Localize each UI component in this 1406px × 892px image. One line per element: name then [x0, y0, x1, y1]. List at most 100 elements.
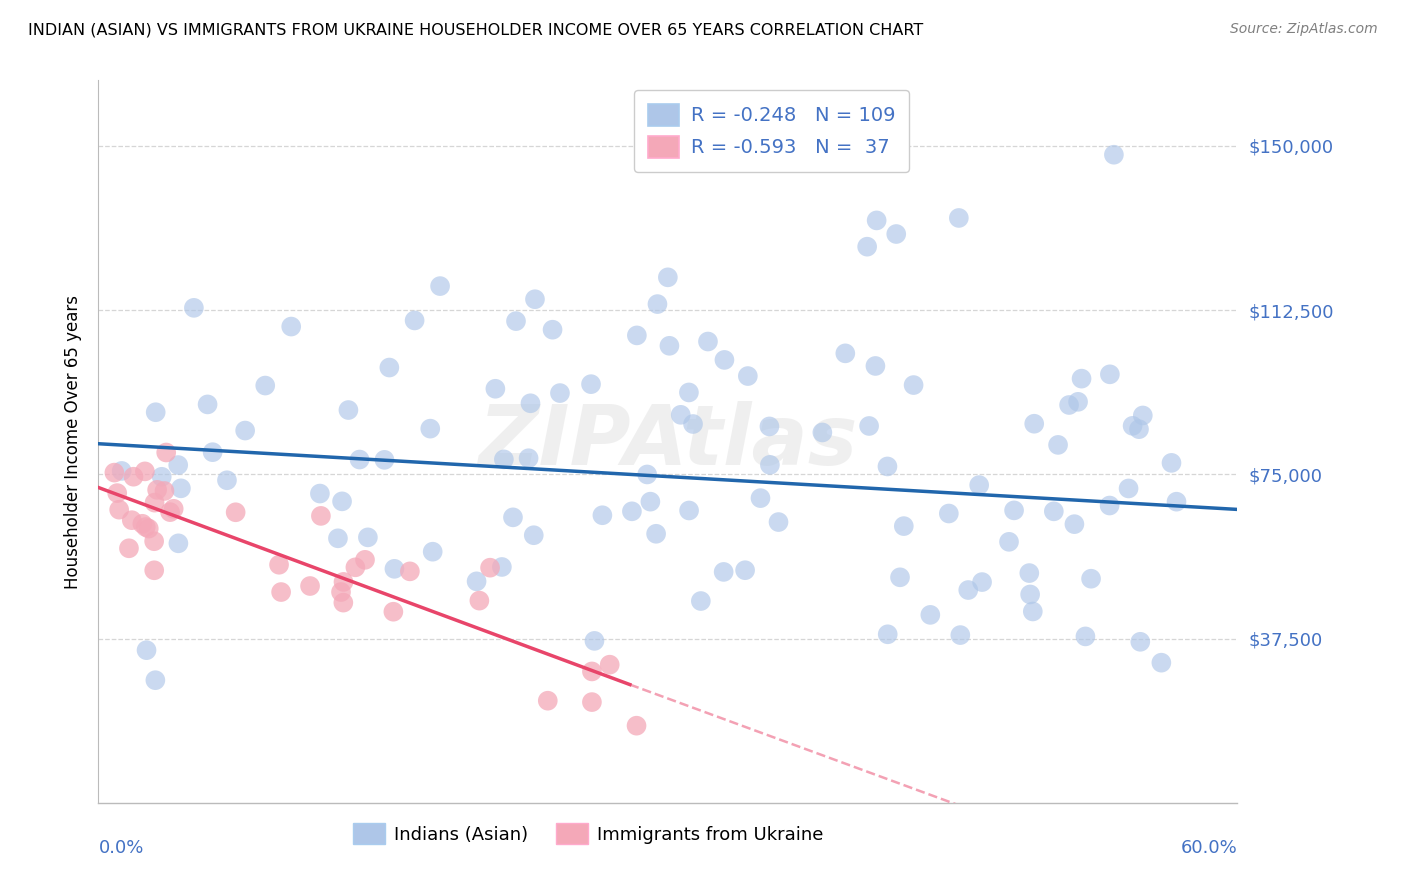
Point: [170, 481, 193, 495]
Point: [491, 560, 513, 574]
Point: [626, 719, 648, 733]
Point: [373, 453, 395, 467]
Point: [517, 451, 540, 466]
Point: [970, 575, 993, 590]
Point: [121, 513, 143, 527]
Point: [1067, 394, 1090, 409]
Point: [811, 425, 834, 440]
Point: [267, 558, 290, 572]
Point: [889, 570, 911, 584]
Point: [1018, 566, 1040, 580]
Point: [834, 346, 856, 360]
Point: [948, 211, 970, 225]
Text: ZIPAtlas: ZIPAtlas: [478, 401, 858, 482]
Point: [1022, 605, 1045, 619]
Point: [1098, 368, 1121, 382]
Point: [967, 478, 990, 492]
Point: [233, 424, 256, 438]
Point: [920, 607, 942, 622]
Point: [254, 378, 277, 392]
Point: [1098, 499, 1121, 513]
Point: [636, 467, 658, 482]
Point: [422, 545, 444, 559]
Point: [903, 378, 925, 392]
Point: [876, 627, 898, 641]
Point: [167, 458, 190, 472]
Point: [682, 417, 704, 431]
Point: [865, 359, 887, 373]
Point: [1122, 418, 1144, 433]
Point: [502, 510, 524, 524]
Point: [626, 328, 648, 343]
Y-axis label: Householder Income Over 65 years: Householder Income Over 65 years: [63, 294, 82, 589]
Point: [957, 582, 980, 597]
Point: [419, 422, 441, 436]
Point: [280, 319, 302, 334]
Point: [658, 339, 681, 353]
Point: [1002, 503, 1025, 517]
Point: [349, 452, 371, 467]
Point: [135, 520, 157, 534]
Point: [697, 334, 720, 349]
Point: [105, 486, 128, 500]
Point: [1019, 587, 1042, 601]
Text: INDIAN (ASIAN) VS IMMIGRANTS FROM UKRAINE HOUSEHOLDER INCOME OVER 65 YEARS CORRE: INDIAN (ASIAN) VS IMMIGRANTS FROM UKRAIN…: [28, 22, 924, 37]
Point: [143, 563, 166, 577]
Point: [759, 458, 782, 472]
Point: [299, 579, 322, 593]
Point: [167, 536, 190, 550]
Point: [143, 495, 166, 509]
Point: [505, 314, 527, 328]
Point: [620, 504, 643, 518]
Point: [378, 360, 401, 375]
Point: [749, 491, 772, 505]
Point: [645, 526, 668, 541]
Point: [131, 516, 153, 531]
Point: [344, 560, 367, 574]
Point: [225, 505, 247, 519]
Point: [1129, 634, 1152, 648]
Point: [404, 313, 426, 327]
Point: [108, 502, 131, 516]
Point: [143, 534, 166, 549]
Point: [384, 562, 406, 576]
Point: [856, 240, 879, 254]
Point: [1024, 417, 1046, 431]
Text: Source: ZipAtlas.com: Source: ZipAtlas.com: [1230, 22, 1378, 37]
Point: [1132, 409, 1154, 423]
Point: [337, 403, 360, 417]
Point: [678, 385, 700, 400]
Point: [758, 419, 780, 434]
Point: [737, 369, 759, 384]
Point: [118, 541, 141, 556]
Point: [591, 508, 613, 523]
Point: [145, 673, 167, 688]
Point: [537, 694, 560, 708]
Point: [1128, 422, 1150, 436]
Point: [309, 486, 332, 500]
Point: [713, 352, 735, 367]
Point: [1080, 572, 1102, 586]
Point: [581, 665, 603, 679]
Point: [858, 419, 880, 434]
Point: [1070, 371, 1092, 385]
Point: [135, 643, 157, 657]
Point: [523, 528, 546, 542]
Point: [949, 628, 972, 642]
Point: [159, 505, 181, 519]
Point: [465, 574, 488, 589]
Text: 0.0%: 0.0%: [98, 838, 143, 857]
Point: [309, 508, 332, 523]
Point: [640, 494, 662, 508]
Point: [768, 515, 790, 529]
Point: [998, 534, 1021, 549]
Point: [332, 574, 354, 589]
Point: [201, 445, 224, 459]
Point: [713, 565, 735, 579]
Point: [215, 473, 238, 487]
Point: [145, 405, 167, 419]
Point: [270, 585, 292, 599]
Point: [1063, 517, 1085, 532]
Point: [689, 594, 711, 608]
Point: [1150, 656, 1173, 670]
